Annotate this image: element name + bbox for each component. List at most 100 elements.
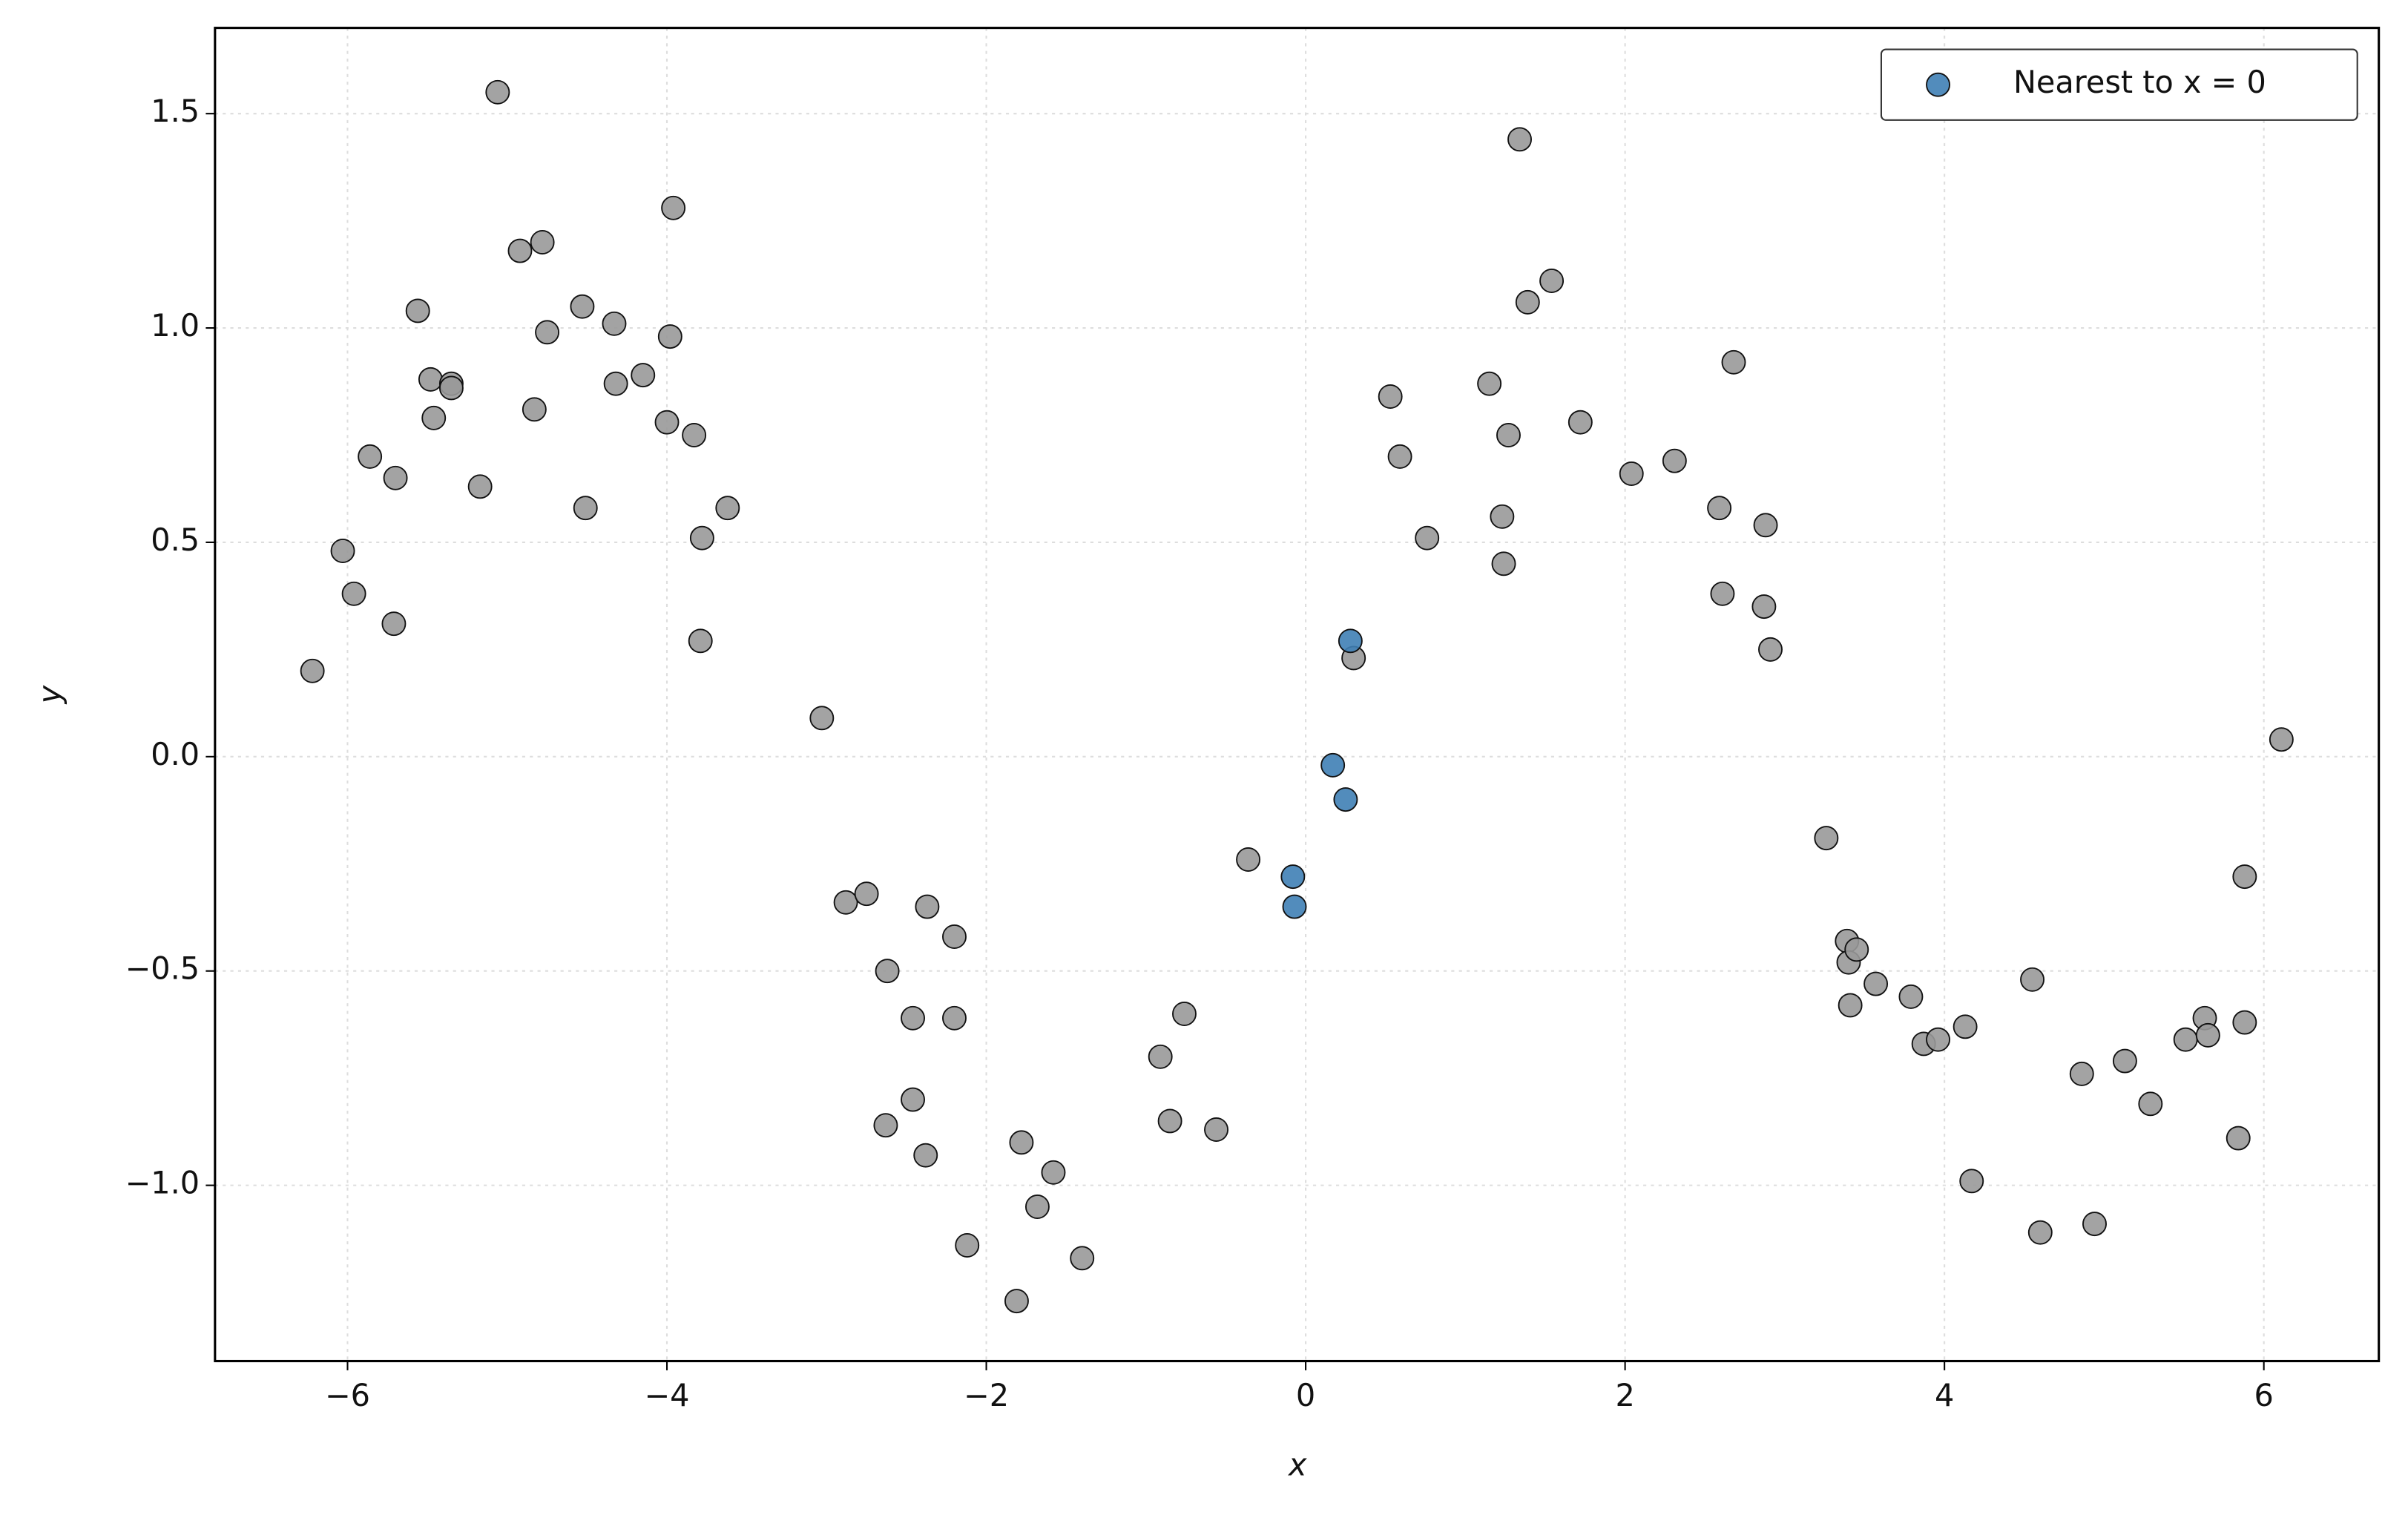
point bbox=[405, 298, 430, 323]
point bbox=[1041, 1160, 1066, 1185]
point bbox=[1236, 847, 1261, 872]
point bbox=[1491, 551, 1516, 576]
point bbox=[915, 894, 940, 919]
point bbox=[507, 238, 533, 263]
point bbox=[2082, 1212, 2107, 1237]
point bbox=[2269, 727, 2294, 752]
point bbox=[1898, 984, 1924, 1009]
point bbox=[1157, 1108, 1182, 1134]
point bbox=[1567, 410, 1593, 435]
point bbox=[570, 294, 595, 319]
point bbox=[1838, 993, 1863, 1018]
point bbox=[1707, 496, 1732, 521]
point bbox=[522, 397, 547, 422]
legend-marker bbox=[1926, 72, 1950, 97]
point bbox=[1415, 525, 1440, 551]
point bbox=[901, 1005, 925, 1031]
point bbox=[1539, 269, 1565, 293]
point bbox=[942, 1005, 967, 1031]
y-axis-label: y bbox=[32, 685, 68, 705]
legend-box bbox=[1880, 48, 2358, 121]
point bbox=[1814, 826, 1839, 851]
point bbox=[657, 324, 682, 349]
point bbox=[715, 496, 740, 521]
point bbox=[875, 959, 900, 984]
plot-frame bbox=[214, 27, 2381, 1363]
point bbox=[341, 581, 366, 606]
point bbox=[1959, 1169, 1984, 1194]
point bbox=[2232, 864, 2257, 890]
point bbox=[485, 79, 510, 105]
point bbox=[1378, 384, 1403, 409]
point bbox=[854, 881, 879, 907]
y-tick-label: −1.0 bbox=[125, 1166, 200, 1201]
x-axis-label: x bbox=[1287, 1447, 1307, 1482]
point bbox=[2195, 1022, 2220, 1048]
point bbox=[833, 890, 858, 915]
point bbox=[1619, 461, 1644, 486]
x-tick-label: 2 bbox=[1615, 1378, 1634, 1413]
point bbox=[1333, 787, 1358, 812]
point bbox=[1953, 1014, 1978, 1039]
point bbox=[418, 367, 443, 392]
point bbox=[901, 1087, 925, 1112]
point bbox=[809, 706, 835, 731]
point bbox=[955, 1233, 980, 1258]
point bbox=[942, 924, 967, 949]
point bbox=[913, 1143, 938, 1168]
point bbox=[383, 465, 408, 490]
point bbox=[603, 371, 628, 396]
point bbox=[1863, 971, 1889, 996]
x-tick-label: 6 bbox=[2254, 1378, 2274, 1413]
y-tick-label: 1.0 bbox=[151, 308, 200, 344]
point bbox=[1172, 1002, 1197, 1026]
point bbox=[1507, 127, 1532, 152]
x-tick-label: −2 bbox=[964, 1378, 1009, 1413]
y-tick-label: 0.0 bbox=[151, 737, 200, 772]
point bbox=[2020, 967, 2045, 992]
point bbox=[1009, 1130, 1034, 1155]
legend-label: Nearest to x = 0 bbox=[2013, 65, 2266, 100]
point bbox=[1721, 349, 1746, 375]
point bbox=[1004, 1289, 1029, 1314]
point bbox=[661, 195, 686, 220]
point bbox=[1282, 894, 1307, 919]
point bbox=[2027, 1220, 2053, 1245]
point bbox=[381, 611, 407, 637]
point bbox=[330, 539, 355, 563]
point bbox=[1387, 444, 1412, 469]
point bbox=[2138, 1091, 2163, 1117]
point bbox=[1148, 1044, 1173, 1069]
point bbox=[1751, 594, 1777, 620]
point bbox=[654, 410, 680, 435]
point bbox=[2226, 1126, 2251, 1151]
point bbox=[1758, 637, 1783, 662]
point bbox=[1477, 371, 1502, 396]
point bbox=[1338, 628, 1363, 654]
x-tick-label: −4 bbox=[645, 1378, 690, 1413]
x-tick-label: 0 bbox=[1296, 1378, 1315, 1413]
point bbox=[2173, 1027, 2198, 1052]
x-tick-label: −6 bbox=[325, 1378, 370, 1413]
point bbox=[1204, 1117, 1228, 1142]
point bbox=[358, 444, 383, 469]
point bbox=[1496, 423, 1521, 447]
point bbox=[300, 658, 325, 683]
point bbox=[2232, 1010, 2257, 1035]
y-tick-label: −0.5 bbox=[125, 951, 200, 987]
point bbox=[1280, 864, 1306, 890]
point bbox=[1024, 1195, 1050, 1219]
point bbox=[1490, 504, 1515, 529]
point bbox=[688, 628, 713, 654]
x-tick-label: 4 bbox=[1935, 1378, 1954, 1413]
point bbox=[2069, 1061, 2094, 1086]
point bbox=[689, 525, 714, 551]
point bbox=[1844, 937, 1869, 962]
point bbox=[421, 405, 447, 430]
point bbox=[873, 1113, 898, 1138]
point bbox=[467, 474, 493, 499]
point bbox=[631, 363, 656, 388]
point bbox=[1710, 581, 1735, 606]
